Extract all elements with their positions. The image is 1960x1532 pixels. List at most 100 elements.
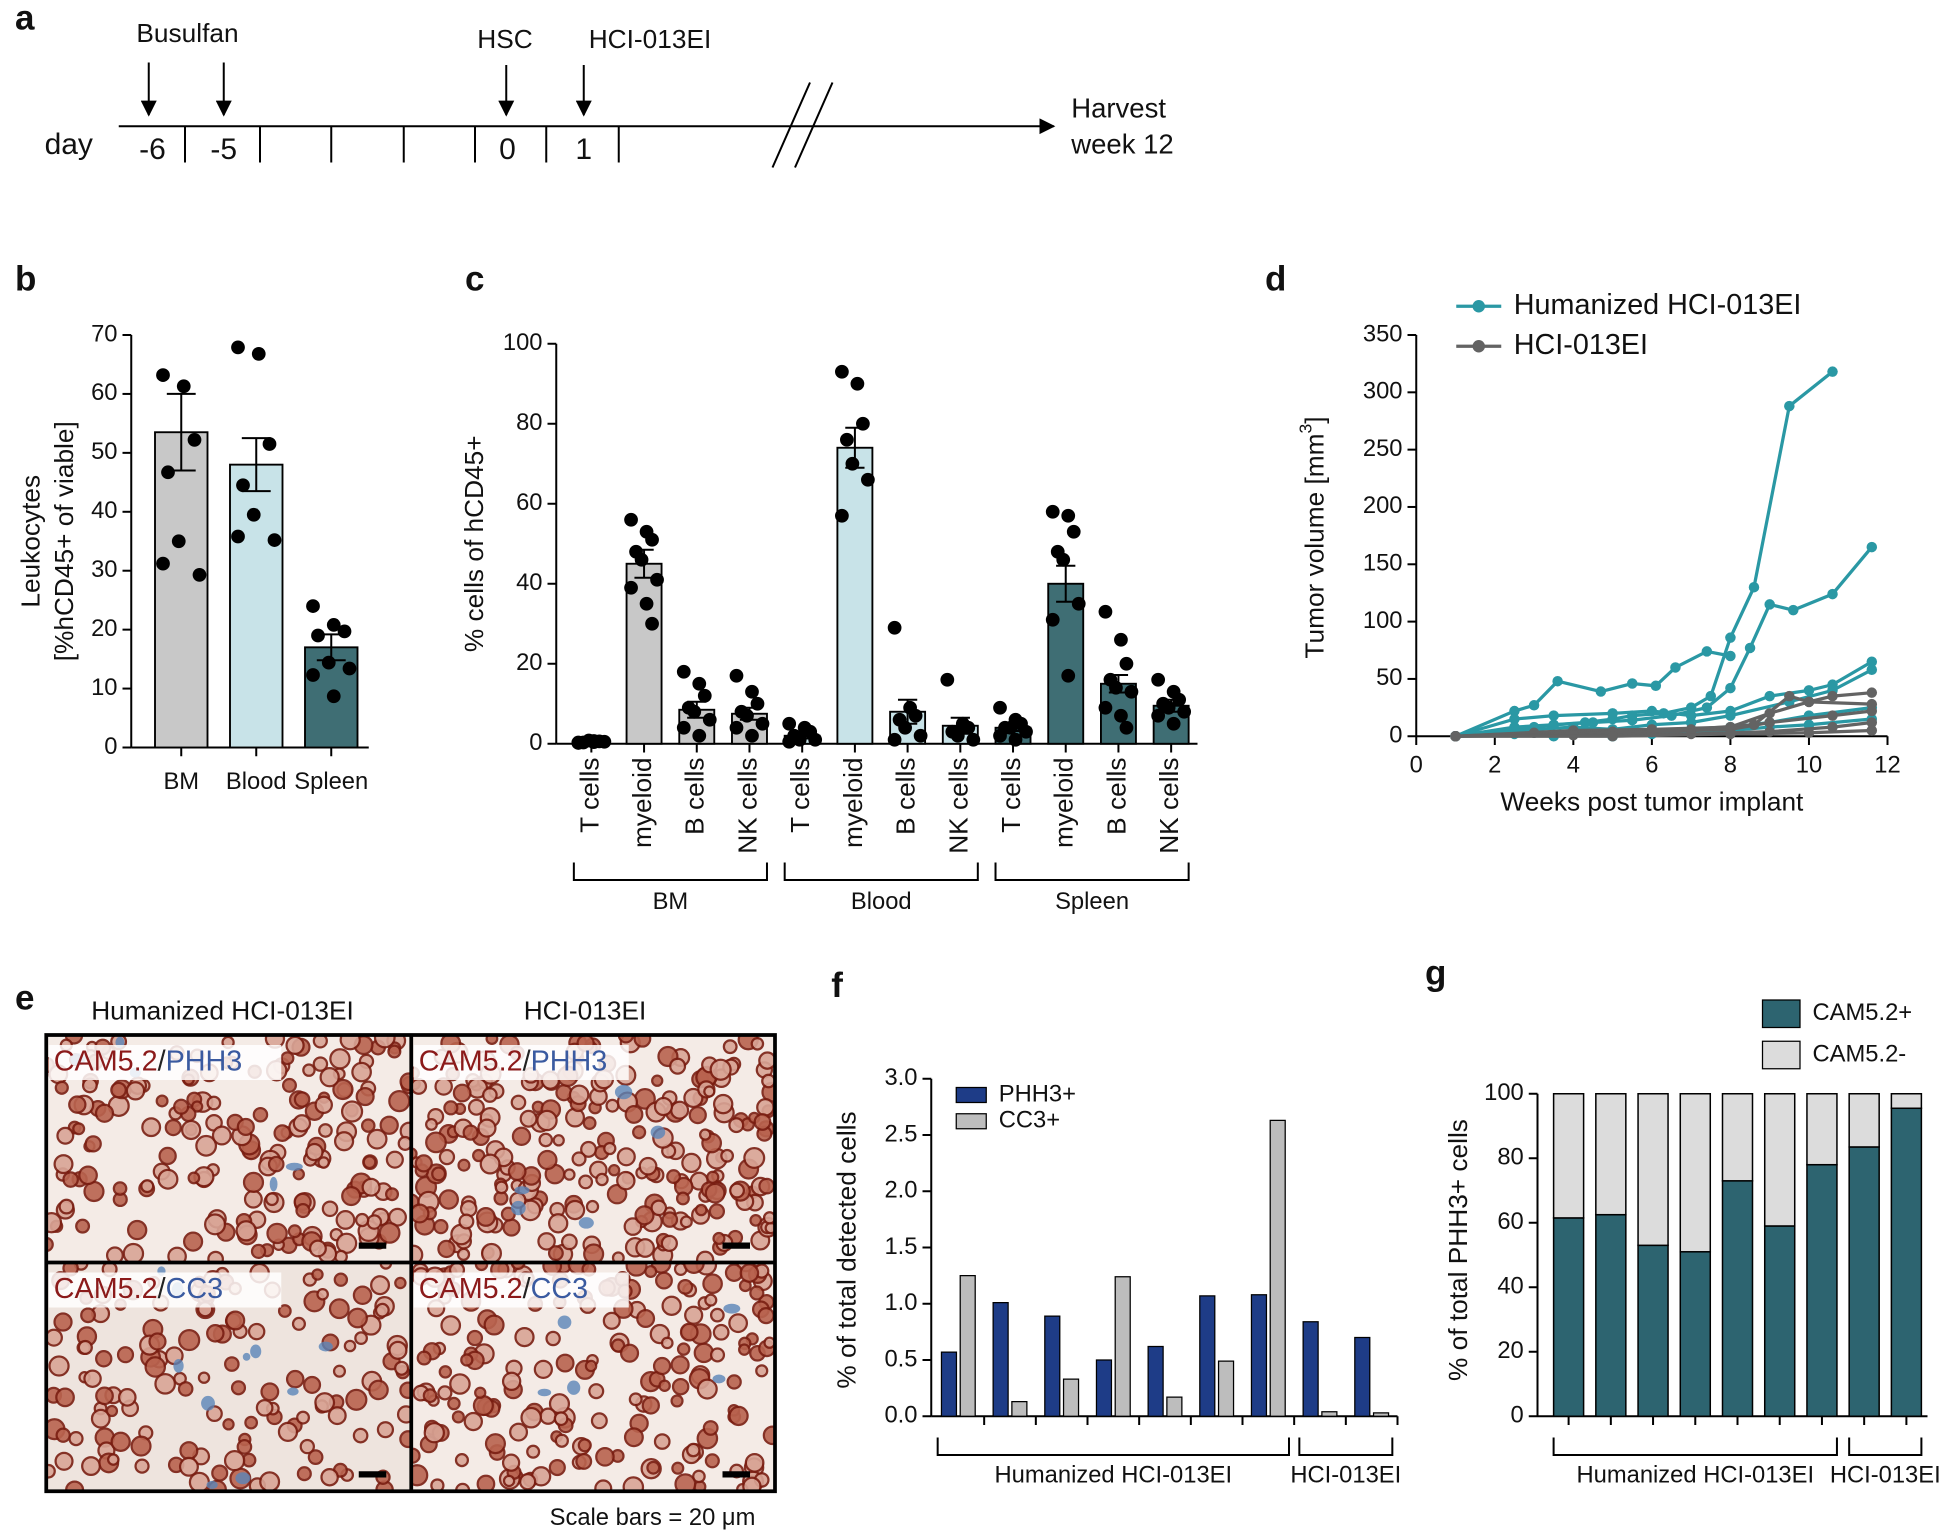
cell [502, 1218, 521, 1237]
cell [763, 1336, 775, 1349]
cell [636, 1309, 656, 1329]
cell [411, 1203, 430, 1224]
cell [467, 1098, 485, 1116]
cell [308, 1239, 327, 1258]
cell [77, 1339, 93, 1356]
panel-label: b [15, 260, 36, 299]
stain-marker: CAM5.2 [419, 1045, 523, 1077]
cell [749, 1285, 765, 1301]
cell [230, 1380, 247, 1396]
cell [54, 1451, 74, 1471]
line-point [1764, 717, 1775, 728]
cell [299, 1438, 316, 1455]
group-bracket [572, 862, 768, 882]
cell [46, 1463, 56, 1479]
cell [277, 1304, 292, 1318]
cell [519, 1473, 537, 1491]
data-point [850, 376, 865, 391]
line-point [1725, 682, 1736, 694]
cell [509, 1422, 529, 1442]
data-point [1019, 724, 1033, 739]
cell [55, 1387, 75, 1408]
cell [726, 1374, 742, 1390]
line-point [1784, 400, 1795, 412]
stain-label: CAM5.2/CC3 [54, 1273, 223, 1305]
bar [1269, 1119, 1286, 1417]
data-point [1066, 524, 1081, 539]
cell [449, 1373, 471, 1395]
data-point [337, 624, 352, 639]
cell [623, 1427, 644, 1448]
line-point [1705, 690, 1717, 702]
cell [207, 1250, 224, 1263]
cell [332, 1364, 347, 1378]
stain-label: CAM5.2/PHH3 [419, 1045, 608, 1077]
cell [252, 1106, 269, 1123]
y-tick-label: 100 [1484, 1079, 1524, 1106]
cell [507, 1162, 527, 1181]
cell [458, 1213, 475, 1230]
day-ticks [184, 126, 620, 163]
cell [177, 1381, 194, 1397]
cell [761, 1073, 775, 1089]
data-point [961, 720, 976, 735]
legend-swatch [955, 1113, 987, 1130]
stain-target: PHH3 [531, 1045, 608, 1077]
cell [62, 1171, 79, 1188]
cell [651, 1074, 664, 1087]
cell [54, 1080, 69, 1095]
stain-marker: CAM5.2 [54, 1273, 158, 1305]
bar-segment [1763, 1093, 1796, 1227]
cell [585, 1199, 600, 1214]
line-point [1725, 632, 1736, 643]
data-point [187, 433, 202, 447]
cell [712, 1323, 730, 1341]
cell [603, 1141, 617, 1156]
label-box [413, 1045, 629, 1080]
data-point [740, 708, 754, 723]
bar [992, 1301, 1009, 1417]
cell [414, 1154, 433, 1173]
line-point [1725, 650, 1736, 662]
data-point [326, 618, 341, 632]
cell [561, 1233, 578, 1251]
scale-bar [358, 1242, 387, 1249]
cell [332, 1078, 354, 1101]
cell [355, 1086, 375, 1107]
cell [78, 1165, 98, 1186]
bar [1199, 1295, 1216, 1417]
data-point [1003, 720, 1018, 735]
cell [552, 1134, 565, 1147]
y-axis-label: [%hCD45+ of viable] [49, 421, 79, 661]
cell [107, 1453, 120, 1466]
stain-separator: / [523, 1045, 531, 1077]
cell [536, 1109, 558, 1132]
bar-segment [1595, 1213, 1627, 1418]
line-point [1725, 728, 1736, 740]
data-point [586, 734, 601, 748]
cell [134, 1458, 150, 1474]
legend-label: Humanized HCI-013EI [1514, 289, 1802, 321]
cell [333, 1131, 355, 1152]
stain-separator: / [158, 1273, 166, 1305]
end-label: week 12 [1070, 129, 1173, 160]
cell [181, 1119, 202, 1141]
cell [750, 1036, 765, 1051]
y-axis-label: % of total detected cells [832, 1111, 862, 1388]
bar [1011, 1401, 1028, 1417]
data-point [750, 696, 765, 711]
x-tick-label: B cells [680, 758, 710, 835]
cell [265, 1192, 279, 1207]
bar [1372, 1412, 1390, 1417]
bar [1062, 1378, 1080, 1417]
legend-label: CC3+ [999, 1107, 1060, 1134]
legend-swatch [955, 1086, 987, 1104]
cell [302, 1063, 316, 1077]
cell [588, 1383, 605, 1400]
line-point [1827, 588, 1838, 600]
cell [360, 1118, 376, 1133]
cell [293, 1091, 311, 1108]
cell [438, 1365, 453, 1379]
cell [399, 1072, 412, 1092]
